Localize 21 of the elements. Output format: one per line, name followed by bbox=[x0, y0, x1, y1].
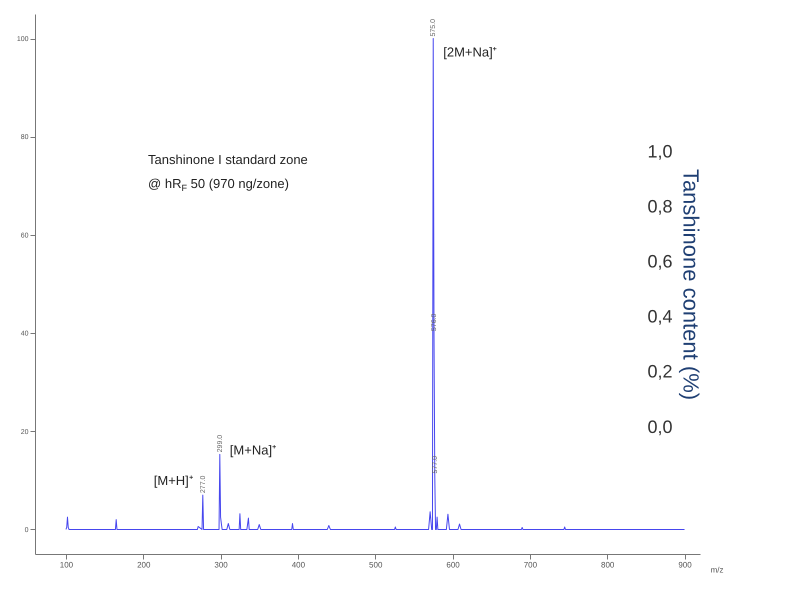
x-tick-label: 800 bbox=[601, 560, 615, 570]
x-tick-label: 600 bbox=[446, 560, 460, 570]
annotation: [M+H]⁺ bbox=[154, 473, 193, 488]
y2-tick-label: 0,0 bbox=[648, 416, 673, 437]
y2-tick-label: 0,8 bbox=[648, 196, 673, 216]
annotation: [M+Na]⁺ bbox=[230, 442, 276, 458]
y2-tick-label: 0,6 bbox=[648, 251, 673, 272]
x-tick-label: 500 bbox=[369, 560, 383, 570]
y2-tick-label: 0,4 bbox=[648, 306, 673, 327]
y2-tick-label: 1,0 bbox=[648, 141, 673, 162]
x-tick-label: 300 bbox=[214, 560, 228, 570]
x-tick-label: 900 bbox=[678, 560, 692, 570]
x-axis-title: m/z bbox=[710, 566, 724, 574]
x-tick-label: 100 bbox=[60, 560, 74, 570]
x-tick-label: 200 bbox=[137, 560, 151, 570]
x-tick-label: 700 bbox=[524, 560, 538, 570]
x-tick-label: 400 bbox=[292, 560, 306, 570]
y2-tick-label: 0,2 bbox=[648, 362, 673, 382]
y2-axis-title: Tanshinone content (%) bbox=[678, 168, 704, 400]
annotation: Tanshinone I standard zone bbox=[148, 152, 308, 167]
annotation: [2M+Na]⁺ bbox=[443, 44, 497, 60]
